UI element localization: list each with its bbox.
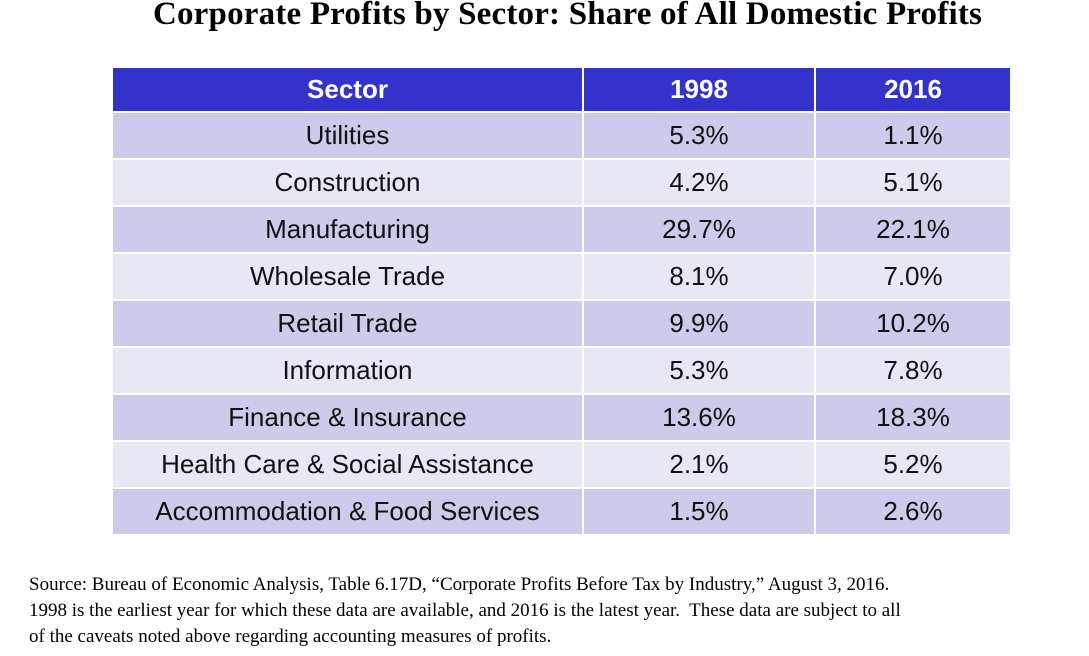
header-sector: Sector	[111, 66, 584, 113]
sector-cell: Information	[111, 346, 584, 395]
value-2016-cell: 22.1%	[814, 205, 1012, 254]
value-1998-cell: 5.3%	[582, 111, 816, 160]
value-1998-cell: 2.1%	[582, 440, 816, 489]
sector-cell: Construction	[111, 158, 584, 207]
header-2016: 2016	[814, 66, 1012, 113]
table-row: Finance & Insurance 13.6% 18.3%	[111, 393, 1012, 442]
value-1998-cell: 29.7%	[582, 205, 816, 254]
table-row: Retail Trade 9.9% 10.2%	[111, 299, 1012, 348]
sector-cell: Health Care & Social Assistance	[111, 440, 584, 489]
sector-cell: Manufacturing	[111, 205, 584, 254]
value-1998-cell: 1.5%	[582, 487, 816, 536]
sector-cell: Retail Trade	[111, 299, 584, 348]
value-2016-cell: 5.1%	[814, 158, 1012, 207]
source-line: 1998 is the earliest year for which thes…	[29, 600, 901, 621]
sector-cell: Accommodation & Food Services	[111, 487, 584, 536]
value-2016-cell: 18.3%	[814, 393, 1012, 442]
header-1998: 1998	[582, 66, 816, 113]
value-2016-cell: 2.6%	[814, 487, 1012, 536]
value-1998-cell: 13.6%	[582, 393, 816, 442]
source-note: Source: Bureau of Economic Analysis, Tab…	[29, 572, 1089, 650]
sector-cell: Wholesale Trade	[111, 252, 584, 301]
table-row: Information 5.3% 7.8%	[111, 346, 1012, 395]
value-1998-cell: 5.3%	[582, 346, 816, 395]
table-header-row: Sector 1998 2016	[111, 66, 1012, 113]
table-row: Manufacturing 29.7% 22.1%	[111, 205, 1012, 254]
table-row: Wholesale Trade 8.1% 7.0%	[111, 252, 1012, 301]
value-2016-cell: 7.0%	[814, 252, 1012, 301]
value-2016-cell: 7.8%	[814, 346, 1012, 395]
table-row: Health Care & Social Assistance 2.1% 5.2%	[111, 440, 1012, 489]
profits-table: Sector 1998 2016 Utilities 5.3% 1.1% Constr…	[111, 66, 1012, 536]
value-1998-cell: 8.1%	[582, 252, 816, 301]
sector-cell: Finance & Insurance	[111, 393, 584, 442]
page-title: Corporate Profits by Sector: Share of Al…	[152, 0, 983, 32]
value-1998-cell: 9.9%	[582, 299, 816, 348]
table-row: Utilities 5.3% 1.1%	[111, 111, 1012, 160]
source-line: Source: Bureau of Economic Analysis, Tab…	[29, 574, 890, 595]
sector-cell: Utilities	[111, 111, 584, 160]
value-1998-cell: 4.2%	[582, 158, 816, 207]
table-row: Construction 4.2% 5.1%	[111, 158, 1012, 207]
table-row: Accommodation & Food Services 1.5% 2.6%	[111, 487, 1012, 536]
value-2016-cell: 1.1%	[814, 111, 1012, 160]
source-line: of the caveats noted above regarding acc…	[29, 626, 552, 647]
value-2016-cell: 5.2%	[814, 440, 1012, 489]
value-2016-cell: 10.2%	[814, 299, 1012, 348]
